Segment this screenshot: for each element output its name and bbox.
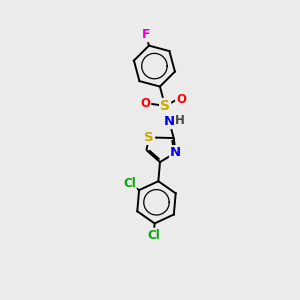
Text: N: N [164, 115, 175, 128]
Text: Cl: Cl [123, 177, 136, 190]
Text: H: H [175, 114, 184, 127]
Text: F: F [142, 28, 150, 41]
Text: N: N [170, 146, 181, 159]
Text: S: S [145, 131, 154, 144]
Text: O: O [140, 97, 150, 110]
Text: Cl: Cl [147, 229, 160, 242]
Text: S: S [160, 99, 170, 113]
Text: O: O [176, 93, 186, 106]
